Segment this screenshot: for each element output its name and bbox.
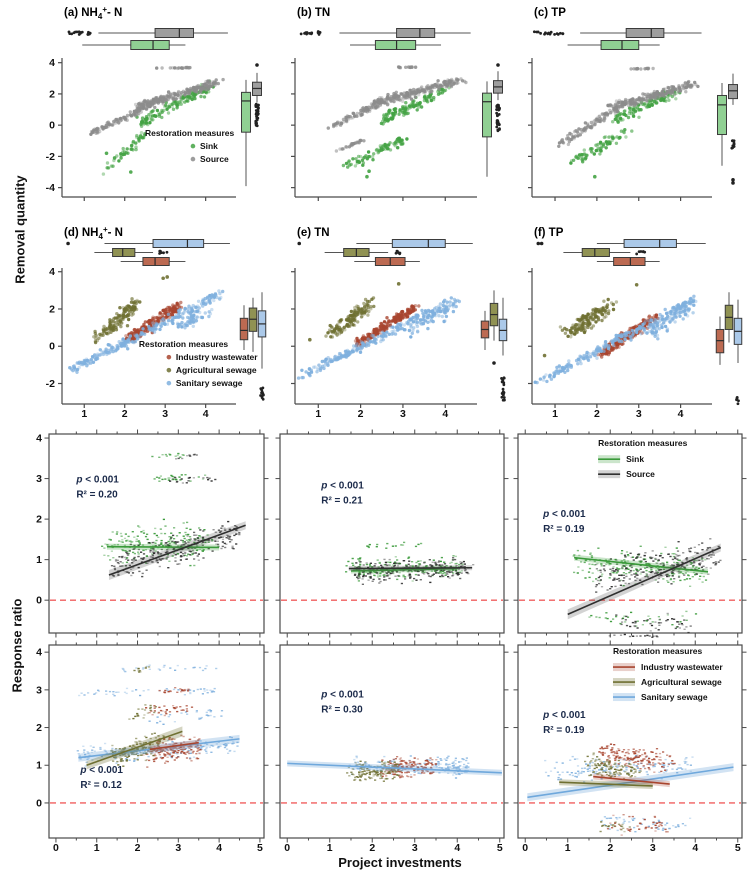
panel-g-pvalue: p < 0.001 — [75, 475, 119, 486]
panel-e-points-sanitary — [296, 296, 461, 380]
panel-a-points-sink — [101, 79, 215, 176]
svg-text:4: 4 — [442, 408, 448, 420]
panel-j-trend-agri — [86, 730, 183, 767]
panel-l-trend-industry — [593, 775, 670, 785]
panel-a-points-source — [89, 65, 225, 136]
svg-text:Agricultural sewage: Agricultural sewage — [176, 365, 257, 375]
svg-text:-4: -4 — [46, 182, 55, 194]
panel-l-trend-sanitary — [527, 766, 734, 799]
panel-e-points-agri — [308, 282, 401, 342]
panel-a-title: (a) NH4+- N — [64, 5, 122, 21]
panel-h-r2: R² = 0.21 — [321, 496, 363, 507]
panel-g-r2: R² = 0.20 — [76, 490, 118, 501]
panel-i-points-source — [594, 538, 722, 638]
svg-text:2: 2 — [122, 408, 128, 420]
svg-text:3: 3 — [400, 408, 406, 420]
panel-k-points-agri — [346, 760, 403, 782]
panel-f-points-sanitary — [533, 294, 698, 385]
svg-text:3: 3 — [36, 473, 42, 485]
svg-text:4: 4 — [49, 266, 55, 278]
panel-d-points-sanitary — [68, 289, 225, 374]
svg-text:3: 3 — [162, 408, 168, 420]
svg-text:Industry wastewater: Industry wastewater — [176, 352, 258, 362]
panel-i-trend-sink — [574, 556, 709, 573]
panel-h-trend-source — [348, 566, 473, 570]
panel-c-title: (c) TP — [534, 7, 566, 19]
panel-c-points-sink — [569, 88, 682, 179]
panel-j-r2: R² = 0.12 — [80, 780, 122, 791]
panel-j-pvalue: p < 0.001 — [79, 765, 123, 776]
panel-k-r2: R² = 0.30 — [321, 704, 363, 715]
svg-text:2: 2 — [49, 303, 55, 315]
panel-h-pvalue: p < 0.001 — [320, 481, 364, 492]
svg-text:1: 1 — [552, 408, 558, 420]
svg-text:1: 1 — [36, 554, 42, 566]
x-axis-label-project-investments: Project investments — [338, 855, 462, 870]
panel-g-trend-source — [108, 524, 246, 576]
panel-b-points-source — [326, 65, 468, 153]
svg-text:4: 4 — [36, 433, 42, 445]
svg-text:Restoration measures: Restoration measures — [145, 128, 235, 138]
panel-l-pvalue: p < 0.001 — [542, 710, 586, 721]
panel-f-points-agri — [542, 282, 639, 358]
svg-text:1: 1 — [315, 408, 321, 420]
svg-text:2: 2 — [36, 514, 42, 526]
panel-k-pvalue: p < 0.001 — [320, 689, 364, 700]
panel-e: (e) TN 1 2 3 4 — [291, 227, 508, 420]
panel-e-title: (e) TN — [297, 227, 330, 239]
svg-text:-2: -2 — [46, 378, 55, 390]
panel-d-title: (d) NH4+- N — [64, 225, 123, 241]
panel-i-pvalue: p < 0.001 — [542, 509, 586, 520]
panel-c-points-source — [557, 66, 700, 148]
svg-text:0: 0 — [49, 341, 55, 353]
panel-f: (f) TP 1 2 3 4 — [528, 227, 743, 420]
panel-l-trend-agri — [559, 781, 653, 787]
svg-text:0: 0 — [49, 120, 55, 132]
panel-j-trend-industry — [149, 741, 199, 751]
svg-text:2: 2 — [594, 408, 600, 420]
svg-text:4: 4 — [203, 408, 209, 420]
panel-b-points-sink — [341, 86, 451, 179]
panel-l-r2: R² = 0.19 — [543, 725, 585, 736]
svg-text:Sink: Sink — [200, 141, 218, 151]
panel-b-title: (b) TN — [297, 7, 330, 19]
panel-h-trend-sink — [350, 567, 458, 572]
svg-text:1: 1 — [81, 408, 87, 420]
svg-text:4: 4 — [678, 408, 684, 420]
panel-l-points-agri — [584, 752, 642, 833]
svg-text:Source: Source — [200, 154, 229, 164]
panel-d-legend: Restoration measures Industry wastewater A… — [139, 339, 258, 388]
panel-c: (c) TP — [528, 7, 738, 201]
svg-text:3: 3 — [636, 408, 642, 420]
panel-f-title: (f) TP — [534, 227, 564, 239]
panel-k-trend-sanitary — [287, 762, 502, 774]
svg-text:0: 0 — [36, 595, 42, 607]
panel-a: (a) NH4+- N 4 2 0 -2 -4 Restoration measures Si… — [46, 5, 262, 201]
svg-text:4: 4 — [49, 57, 55, 69]
panel-a-legend: Restoration measures Sink Source — [145, 128, 235, 164]
svg-text:-2: -2 — [46, 151, 55, 163]
panel-d-points-agri — [92, 275, 170, 345]
panel-i-trend-source — [567, 546, 722, 616]
svg-text:2: 2 — [358, 408, 364, 420]
svg-text:Sanitary sewage: Sanitary sewage — [176, 378, 243, 388]
panel-d: (d) NH4+- N 4 2 0 -2 1 2 3 4 Restoration measures… — [46, 225, 267, 420]
panel-j-points-sanitary — [76, 664, 239, 767]
svg-text:Restoration measures: Restoration measures — [139, 339, 229, 349]
panel-g-trend-sink — [106, 545, 220, 549]
svg-text:2: 2 — [49, 88, 55, 100]
panel-b: (b) TN — [291, 7, 503, 201]
panel-i-r2: R² = 0.19 — [543, 524, 585, 535]
